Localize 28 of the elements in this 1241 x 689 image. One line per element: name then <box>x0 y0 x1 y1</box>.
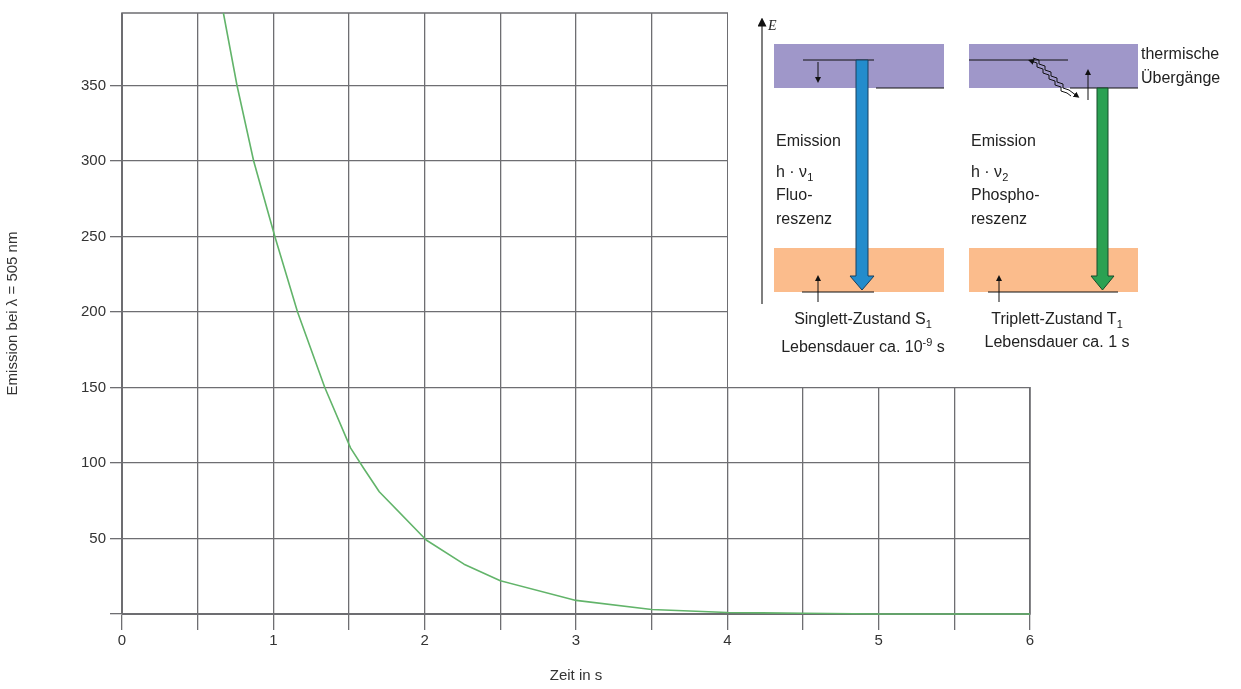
x-tick-label: 0 <box>117 631 127 649</box>
x-tick-label: 1 <box>269 631 278 649</box>
annotation: E <box>768 17 777 35</box>
y-tick-label: 150 <box>80 377 106 395</box>
annotation: h · ν$_{2}$ <box>971 163 1009 184</box>
y-tick-label: 300 <box>80 151 106 169</box>
text: thermische Übergänge <box>1141 44 1221 88</box>
y-tick-label: 200 <box>80 302 106 320</box>
x-tick-label: 4 <box>723 631 732 649</box>
annotation: Phospho- reszenz <box>971 185 1040 229</box>
x-axis-title: Zeit in s <box>549 666 603 684</box>
x-tick-label: 6 <box>1025 631 1035 649</box>
y-tick-label: 250 <box>80 226 106 244</box>
y-tick-label: 100 <box>80 453 106 471</box>
y-tick-label: 350 <box>80 75 106 93</box>
annotation: Singlett-Zustand S$_{1}$ <box>794 310 932 331</box>
annotation: Lebensdauer ca. 1 s <box>984 333 1130 350</box>
x-tick-label: 3 <box>571 631 581 649</box>
x-tick-label: 2 <box>420 631 429 649</box>
x-tick-label: 5 <box>874 631 883 649</box>
y-tick-label: 50 <box>89 528 106 546</box>
annotation: Lebensdauer ca. 10$^{-9}$ s <box>781 336 945 356</box>
annotation: Fluo- reszenz <box>776 185 833 229</box>
annotation: Emission <box>971 131 1036 151</box>
annotation: Triplett-Zustand T$_{1}$ <box>991 310 1123 331</box>
annotation: Emission <box>776 131 841 151</box>
annotation: h · ν$_{1}$ <box>776 163 814 184</box>
y-axis-title: Emission bei λ = 505 nm <box>3 231 21 396</box>
